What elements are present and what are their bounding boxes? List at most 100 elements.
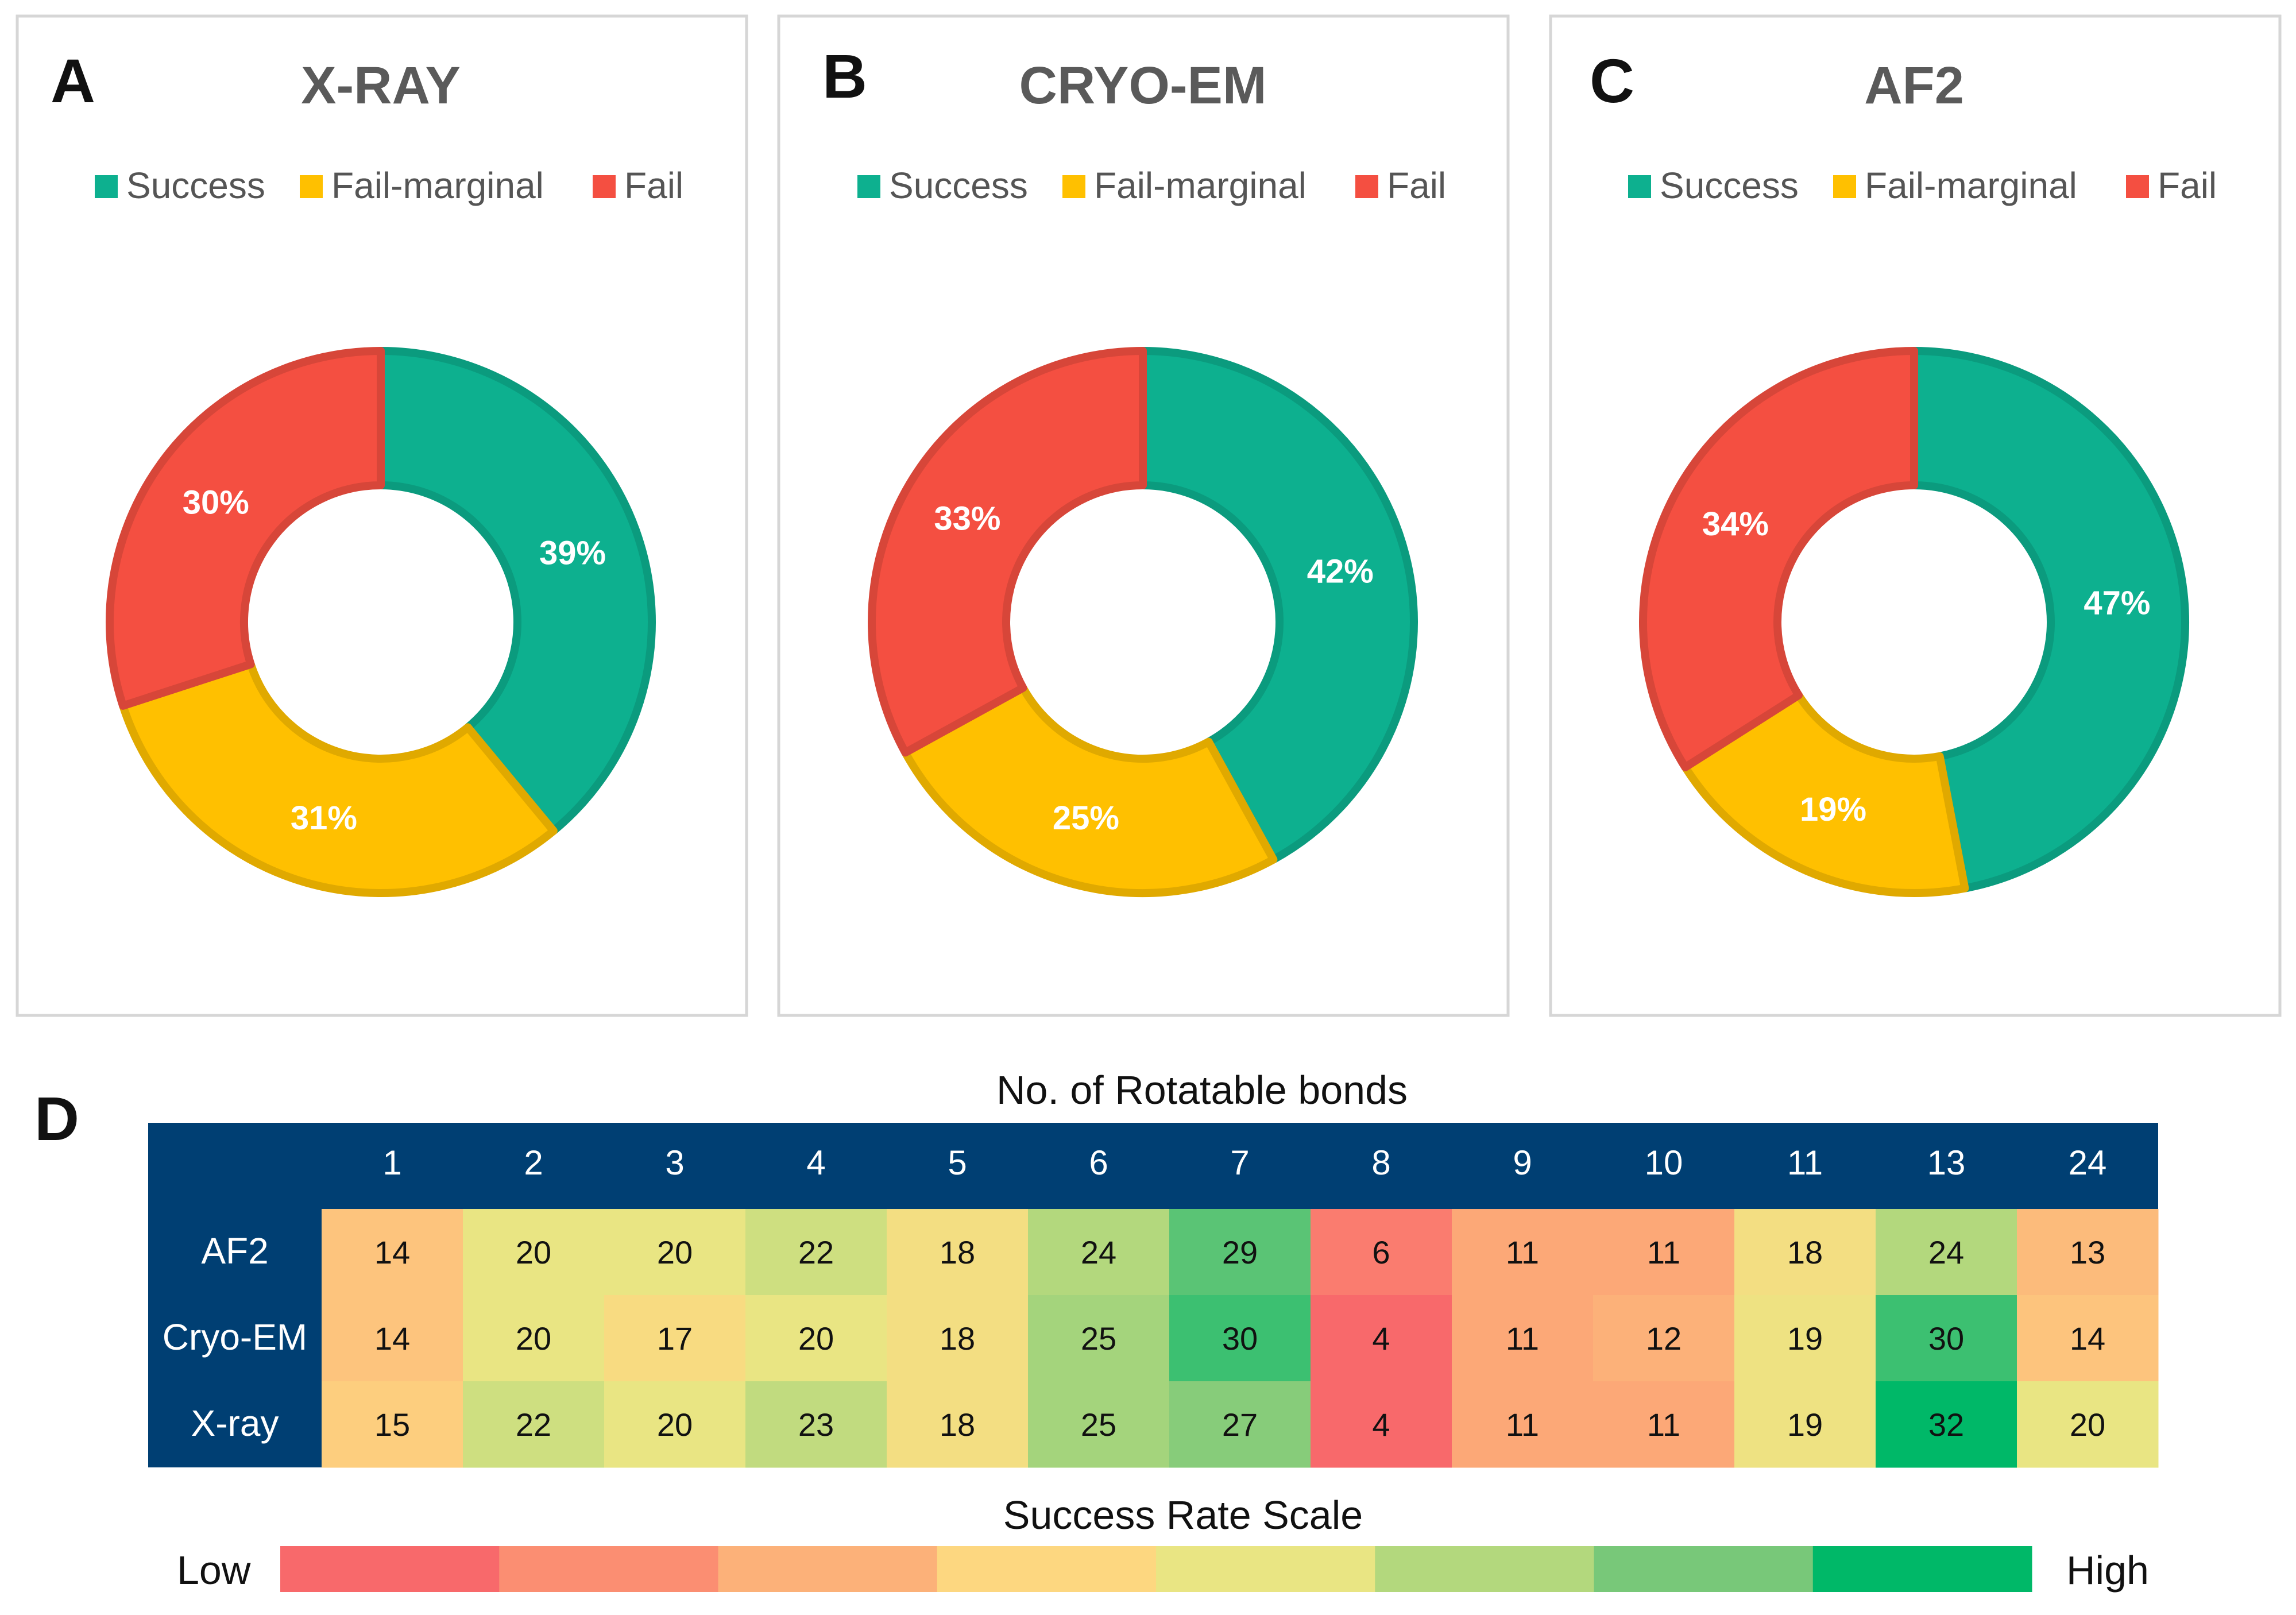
- heatmap-cell: [1311, 1295, 1452, 1382]
- scale-title: Success Rate Scale: [1003, 1493, 1363, 1537]
- heatmap-cell: [1311, 1209, 1452, 1296]
- donut-slice-fail: [868, 347, 1147, 757]
- slice-label-fail: 34%: [1702, 505, 1769, 543]
- scale-segment: [1156, 1546, 1375, 1592]
- donut-slice-fail: [106, 347, 385, 710]
- heatmap-cell-value: 25: [1081, 1407, 1116, 1443]
- heatmap-cell-value: 18: [940, 1407, 975, 1443]
- donut-slice-fail-marginal: [901, 683, 1278, 897]
- slice-label-success: 39%: [539, 535, 606, 572]
- heatmap-cell-value: 11: [1506, 1320, 1539, 1357]
- row-header: AF2: [201, 1230, 268, 1272]
- heatmap-cell: [1876, 1295, 2017, 1382]
- donut-slice-fail-marginal: [1681, 691, 1969, 897]
- column-header: 9: [1513, 1143, 1532, 1182]
- heatmap-cell: [1028, 1209, 1170, 1296]
- heatmap-cell-value: 12: [1646, 1320, 1682, 1357]
- heatmap-cell: [322, 1209, 463, 1296]
- column-header: 6: [1089, 1143, 1108, 1182]
- heatmap-cell-value: 29: [1222, 1234, 1258, 1270]
- heatmap-cell-value: 20: [516, 1234, 551, 1270]
- column-header: 10: [1645, 1143, 1683, 1182]
- heatmap-cell: [1734, 1295, 1876, 1382]
- legend-label-success: Success: [126, 165, 265, 206]
- legend-af2: Success Fail-marginal Fail: [1628, 165, 2217, 206]
- heatmap-cell-value: 18: [1787, 1234, 1823, 1270]
- heatmap-cell-value: 30: [1222, 1320, 1258, 1357]
- legend-swatch-fail: [1355, 175, 1378, 198]
- scale-segment: [718, 1546, 938, 1592]
- heatmap-cell-value: 19: [1787, 1407, 1823, 1443]
- heatmap-cell-value: 20: [657, 1234, 693, 1270]
- heatmap-cell: [887, 1209, 1029, 1296]
- panel-letter-c: C: [1590, 46, 1634, 115]
- heatmap-cell-value: 19: [1787, 1320, 1823, 1357]
- heatmap-cell-value: 18: [940, 1234, 975, 1270]
- heatmap-cell: [1028, 1295, 1170, 1382]
- heatmap-cell: [1452, 1295, 1594, 1382]
- heatmap-cell-value: 17: [657, 1320, 693, 1357]
- donut-chart-cryo-em: B CRYO-EM Success Fail-marginal Fail 42%…: [822, 41, 1446, 897]
- scale-segment: [1594, 1546, 1814, 1592]
- heatmap-cell: [887, 1381, 1029, 1468]
- heatmap-cell: [1593, 1209, 1735, 1296]
- donut-slice-fail: [1639, 347, 1918, 771]
- heatmap-cell: [1734, 1209, 1876, 1296]
- heatmap-cell-value: 6: [1372, 1234, 1390, 1270]
- heatmap-cell-value: 11: [1647, 1407, 1680, 1443]
- scale-segment: [280, 1546, 500, 1592]
- legend-swatch-success: [1628, 175, 1651, 198]
- heatmap-cell-value: 24: [1081, 1234, 1116, 1270]
- heatmap-cell: [463, 1209, 605, 1296]
- heatmap-cell: [322, 1295, 463, 1382]
- column-header: 7: [1230, 1143, 1249, 1182]
- heatmap-cell: [463, 1295, 605, 1382]
- heatmap-cell-value: 11: [1506, 1234, 1539, 1270]
- column-header: 24: [2069, 1143, 2107, 1182]
- scale-high-label: High: [2066, 1548, 2149, 1593]
- heatmap-cell: [1593, 1381, 1735, 1468]
- heatmap-cell-value: 20: [2070, 1407, 2105, 1443]
- heatmap-cell: [1311, 1381, 1452, 1468]
- scale-low-label: Low: [177, 1548, 251, 1593]
- legend-label-fail-marginal: Fail-marginal: [1094, 165, 1307, 206]
- legend-label-fail: Fail: [624, 165, 683, 206]
- heatmap-cell-value: 25: [1081, 1320, 1116, 1357]
- chart-title-cryo-em: CRYO-EM: [1019, 56, 1266, 115]
- heatmap-cell-value: 32: [1928, 1407, 1964, 1443]
- legend-swatch-success: [857, 175, 880, 198]
- heatmap-rotatable-bonds: D No. of Rotatable bonds 1 2 3 4 5 6 7 8 9 10 11 13…: [34, 1068, 2159, 1593]
- heatmap-cell-value: 11: [1647, 1234, 1680, 1270]
- chart-title-xray: X-RAY: [301, 56, 461, 115]
- row-header: Cryo-EM: [163, 1316, 307, 1358]
- heatmap-cell: [1452, 1209, 1594, 1296]
- heatmap-cell-value: 14: [374, 1234, 410, 1270]
- legend-xray: Success Fail-marginal Fail: [95, 165, 683, 206]
- legend-swatch-fail: [593, 175, 616, 198]
- heatmap-cell: [604, 1295, 746, 1382]
- heatmap-cell: [1876, 1209, 2017, 1296]
- heatmap-cell-value: 30: [1928, 1320, 1964, 1357]
- legend-cryo-em: Success Fail-marginal Fail: [857, 165, 1446, 206]
- heatmap-cell: [604, 1381, 746, 1468]
- heatmap-cell: [2017, 1209, 2159, 1296]
- heatmap-cell: [463, 1381, 605, 1468]
- slice-label-fail: 33%: [934, 500, 1000, 537]
- heatmap-cell: [604, 1209, 746, 1296]
- heatmap-cell-value: 14: [2070, 1320, 2105, 1357]
- column-header: 13: [1927, 1143, 1966, 1182]
- heatmap-cell: [745, 1295, 887, 1382]
- column-header: 4: [806, 1143, 825, 1182]
- legend-label-fail-marginal: Fail-marginal: [1865, 165, 2077, 206]
- chart-title-af2: AF2: [1864, 56, 1964, 115]
- heatmap-cell: [1734, 1381, 1876, 1468]
- column-header: 2: [524, 1143, 543, 1182]
- heatmap-cell-value: 24: [1928, 1234, 1964, 1270]
- column-header: 3: [665, 1143, 684, 1182]
- heatmap-cell-value: 4: [1372, 1320, 1390, 1357]
- heatmap-cell-value: 4: [1372, 1407, 1390, 1443]
- heatmap-cell: [745, 1381, 887, 1468]
- heatmap-cell-value: 22: [516, 1407, 551, 1443]
- slice-label-fail-marginal: 31%: [291, 799, 357, 837]
